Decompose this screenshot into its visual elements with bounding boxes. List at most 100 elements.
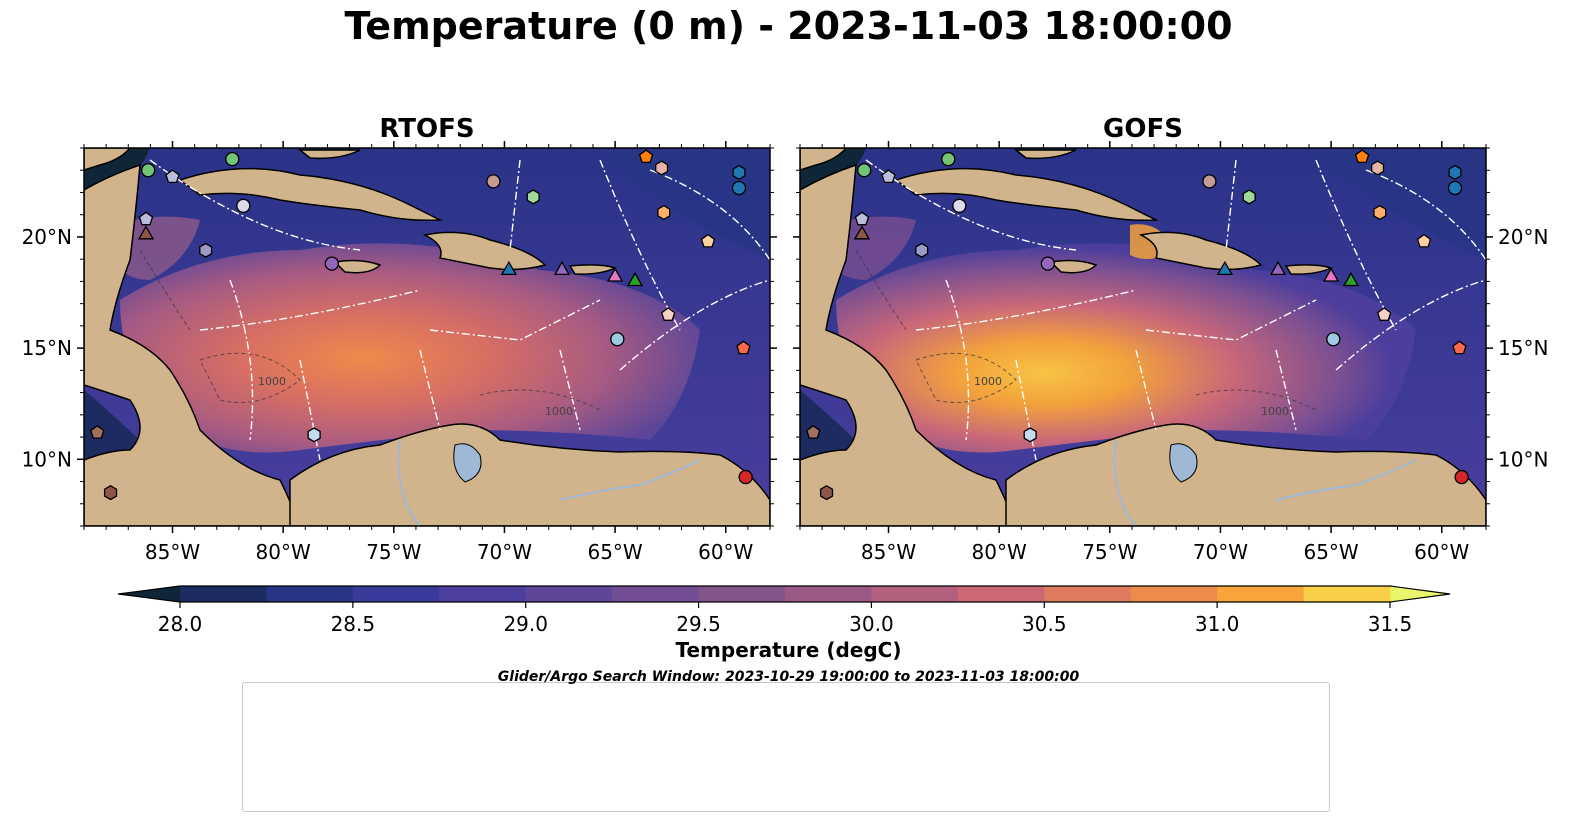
obs-marker-4903563 — [952, 198, 967, 213]
cold-atlantic-patch — [1316, 148, 1486, 260]
hispaniola — [1138, 231, 1263, 271]
axes-frame-gofs — [799, 147, 1487, 527]
obs-marker-sg652-20230901T1200 — [853, 225, 871, 240]
obs-marker-3901861 — [610, 332, 625, 347]
lon-tick-label: 70°W — [1193, 540, 1248, 564]
obs-markers-gofs — [806, 149, 1469, 501]
lat-tick-label: 15°N — [22, 336, 72, 360]
obs-marker-4903238 — [141, 163, 156, 178]
river — [1113, 439, 1137, 526]
obs-marker-6903111 — [660, 307, 676, 321]
colorbar-tick-label: 31.0 — [1195, 612, 1240, 636]
obs-marker-4903563 — [236, 198, 251, 213]
obs-marker-4903559 — [199, 242, 213, 258]
obs-marker-4903340 — [738, 469, 753, 485]
obs-marker-1902314 — [732, 164, 746, 181]
obs-marker-4902355 — [1373, 204, 1387, 221]
land — [84, 148, 770, 526]
obs-marker-4903238 — [941, 151, 956, 167]
colorbar-tick-label: 29.5 — [676, 612, 721, 636]
contour-label: 1000 — [258, 375, 286, 388]
obs-marker-5906478 — [819, 485, 834, 501]
obs-marker-uvi_02-20231102T1447 — [606, 267, 624, 282]
lon-tick-label: 65°W — [1303, 540, 1358, 564]
colorbar-segment — [1217, 586, 1305, 602]
obs-marker-4903559 — [915, 242, 929, 258]
obs-marker-1902313 — [731, 180, 747, 196]
obs-marker-4903562 — [165, 169, 180, 184]
colorbar-segment — [1130, 586, 1218, 602]
obs-marker-6902771 — [1202, 174, 1217, 189]
obs-marker-SG664-20230719T1323 — [1216, 260, 1234, 276]
figure-title: Temperature (0 m) - 2023-11-03 18:00:00 — [344, 4, 1233, 48]
colorbar-segment — [612, 586, 700, 602]
obs-marker-ng278-20230824T0000 — [1342, 271, 1360, 287]
lon-tick-label: 70°W — [477, 540, 532, 564]
obs-marker-3901861 — [1326, 332, 1341, 347]
south-america — [1005, 423, 1486, 526]
jamaica — [1049, 259, 1098, 274]
colorbar-tick-label: 28.0 — [158, 612, 203, 636]
colorbar-tick-label: 30.5 — [1022, 612, 1067, 636]
legend-caption: Glider/Argo Search Window: 2023-10-29 19… — [497, 669, 1080, 685]
obs-marker-4902534 — [1416, 233, 1432, 248]
colorbar-extend-high — [1390, 586, 1450, 602]
river — [1275, 459, 1417, 501]
obs-marker-4903562 — [138, 211, 154, 226]
contour-label: 1000 — [1261, 405, 1289, 418]
obs-marker-uvi_02-20231102T1447 — [1322, 267, 1340, 282]
colorbar-label: Temperature (degC) — [675, 638, 902, 662]
axes-frame-rtofs — [83, 147, 771, 527]
obs-marker-4901720 — [1023, 427, 1037, 443]
panel-title-gofs: GOFS — [1103, 114, 1183, 144]
colorbar-extend-low — [118, 586, 180, 602]
panel-title-rtofs: RTOFS — [379, 114, 475, 144]
lat-tick-label: 20°N — [1498, 225, 1548, 249]
obs-marker-1902314 — [1448, 164, 1462, 181]
lon-tick-label: 85°W — [861, 540, 916, 564]
caribbean-warm-field — [120, 243, 700, 453]
lon-tick-label: 75°W — [1082, 540, 1137, 564]
obs-marker-4902110 — [638, 149, 654, 164]
legend — [242, 682, 1330, 812]
lat-tick-label: 15°N — [1498, 336, 1548, 360]
lon-tick-label: 65°W — [587, 540, 642, 564]
obs-marker-6902916 — [655, 160, 669, 176]
obs-marker-4903347 — [1452, 340, 1467, 355]
bahamas — [297, 149, 361, 160]
obs-marker-4903562 — [854, 211, 870, 226]
obs-marker-sg652-20230901T1200 — [137, 225, 155, 240]
colorbar-segment — [352, 586, 440, 602]
colorbar-segment — [1303, 586, 1391, 602]
map-panel-rtofs: 1000 1000 — [84, 148, 770, 526]
colorbar-segment — [180, 586, 267, 602]
obs-marker-1902313 — [1447, 180, 1463, 196]
colorbar-segment — [1044, 586, 1132, 602]
obs-marker-4903250 — [526, 189, 540, 205]
eez-boundaries — [149, 159, 770, 461]
colorbar: 28.0 28.5 29.0 29.5 30.0 30.5 31.0 31.5 — [117, 585, 1451, 636]
obs-marker-5906480 — [806, 424, 821, 439]
colorbar-tick-label: 29.0 — [503, 612, 548, 636]
colorbar-segment — [439, 586, 527, 602]
colorbar-segment — [785, 586, 872, 602]
obs-marker-5906478 — [103, 485, 118, 501]
cuba — [894, 167, 1159, 222]
south-america — [289, 423, 770, 526]
depth-contours — [855, 249, 1317, 411]
lon-tick-label: 75°W — [366, 540, 421, 564]
obs-marker-ng289-20230712T0000 — [553, 260, 571, 276]
obs-marker-4902355 — [657, 204, 671, 221]
map-panel-gofs: 1000 1000 — [800, 148, 1486, 526]
obs-marker-ng289-20230712T0000 — [1269, 260, 1287, 276]
obs-marker-4903558 — [324, 256, 339, 271]
obs-marker-6903111 — [1376, 307, 1392, 321]
lon-tick-label: 80°W — [972, 540, 1027, 564]
lat-tick-label: 20°N — [22, 225, 72, 249]
contour-label: 1000 — [974, 375, 1002, 388]
obs-marker-4903238 — [857, 163, 872, 178]
obs-marker-4901720 — [307, 427, 321, 443]
obs-marker-4903238 — [225, 151, 240, 167]
bahamas — [1013, 149, 1077, 160]
